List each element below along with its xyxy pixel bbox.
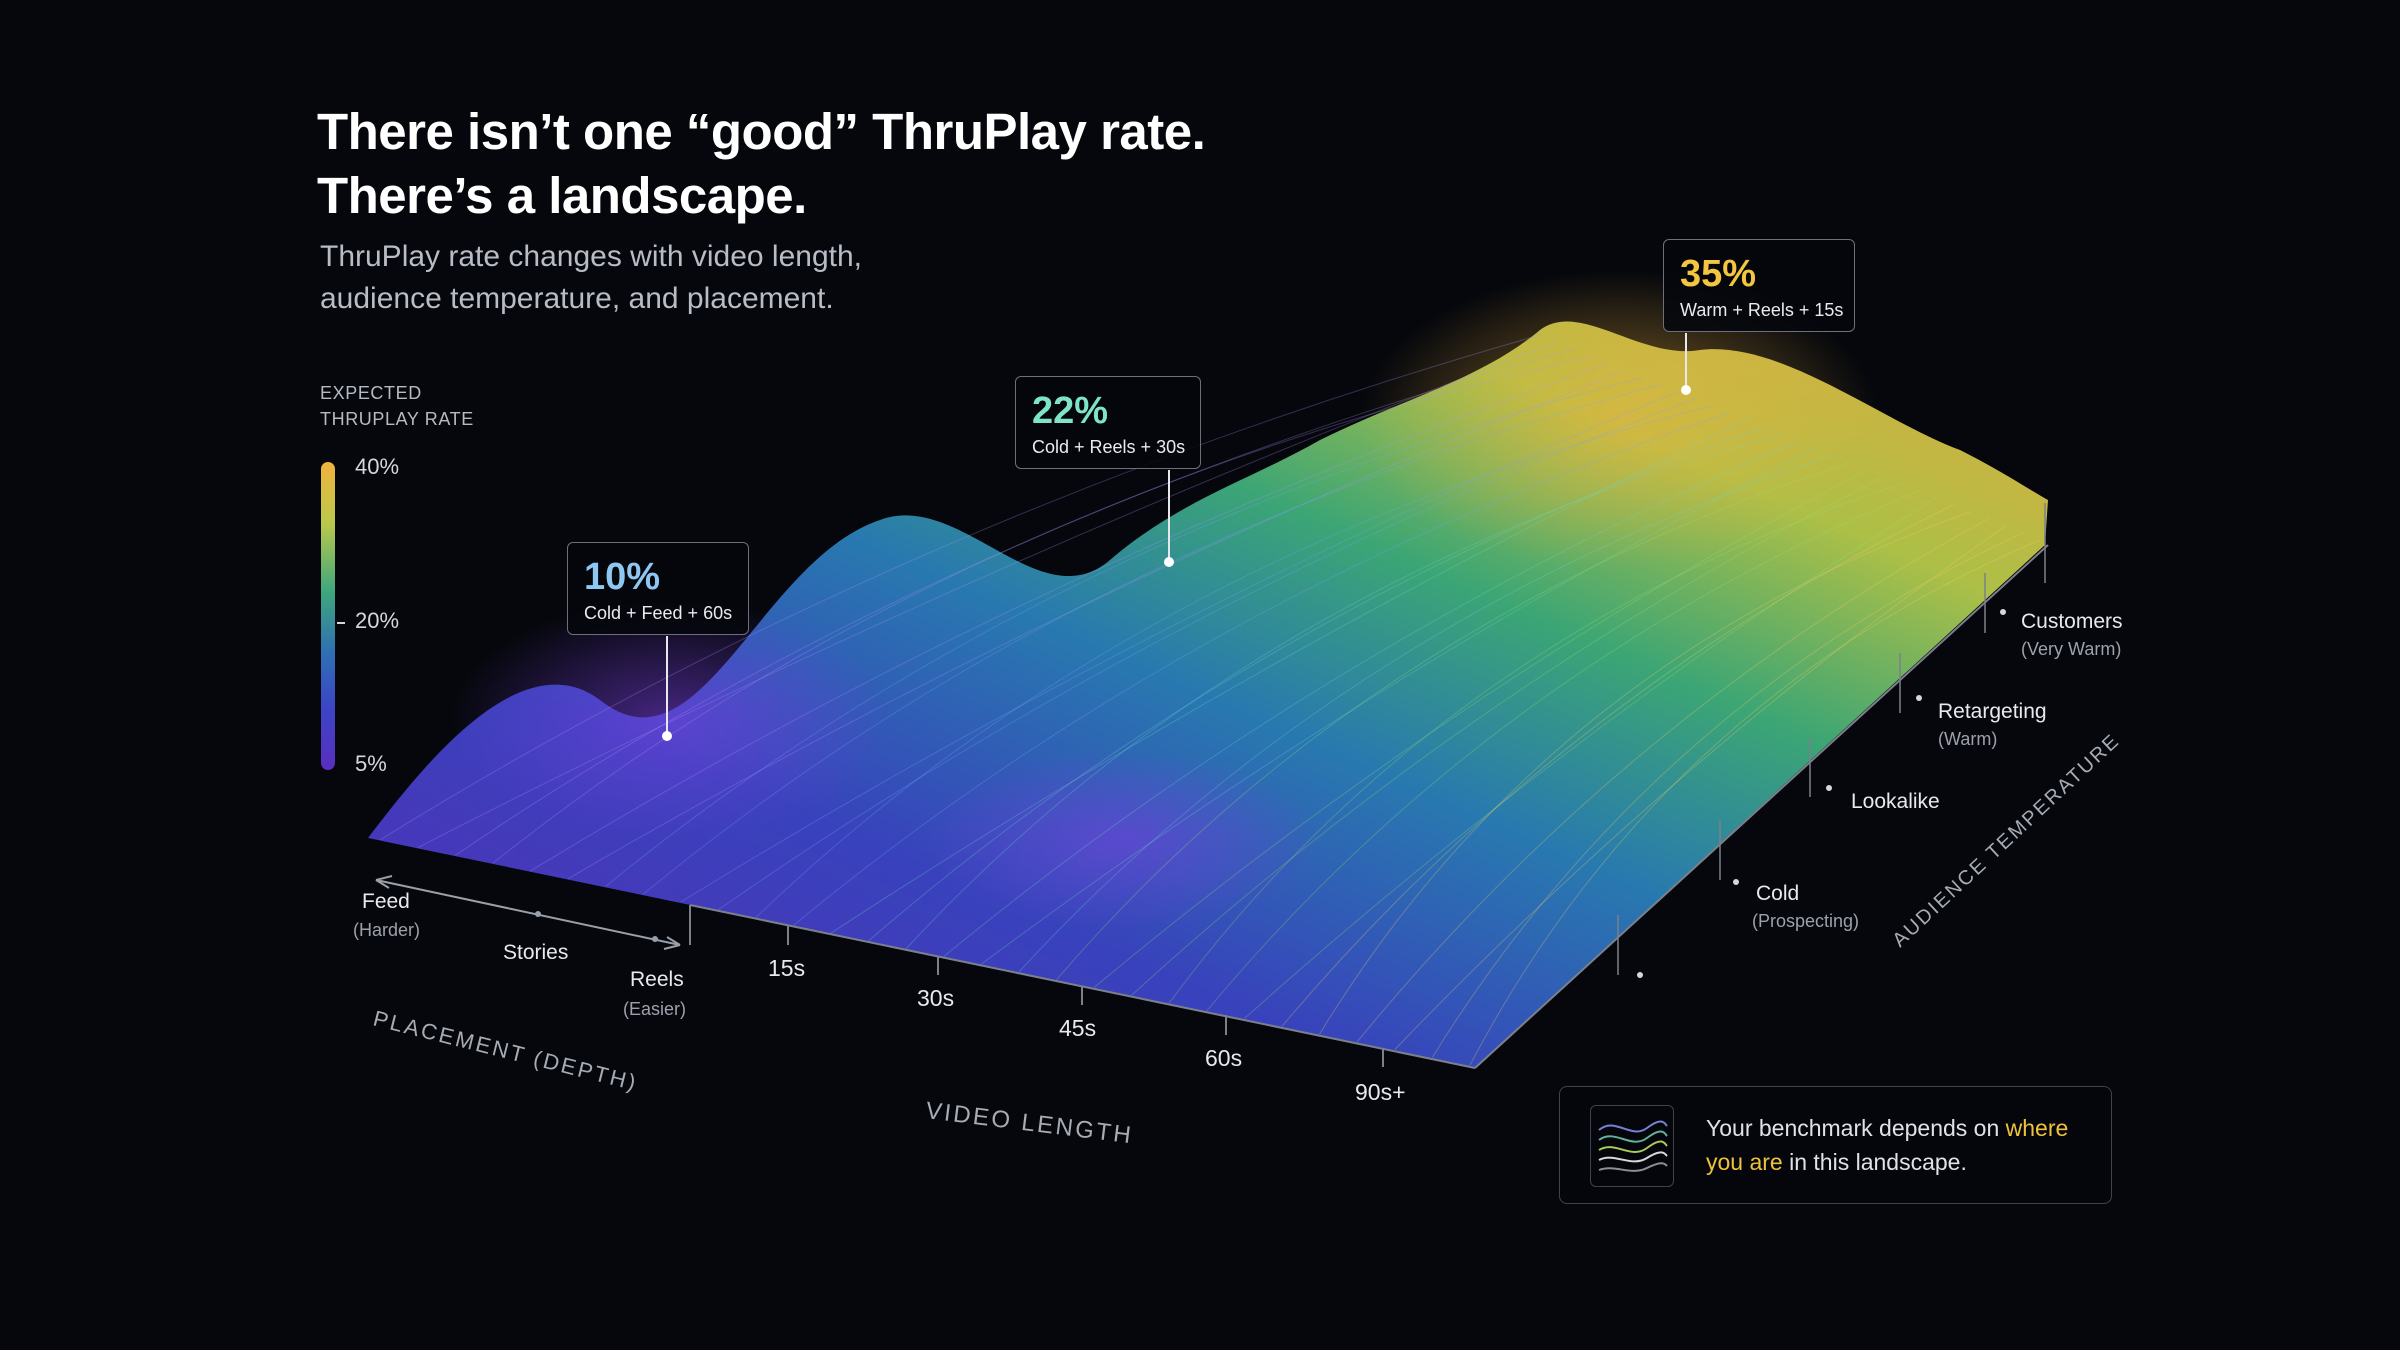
landscape-lines-icon xyxy=(1590,1105,1674,1187)
placement-arrow-left xyxy=(375,875,393,889)
surface-contour-line xyxy=(1168,482,1903,1004)
surface-contour-line xyxy=(905,433,1782,949)
surface-contour-line xyxy=(830,419,1748,934)
surface-contour-line xyxy=(379,334,1541,841)
legend-color-bar xyxy=(321,462,335,770)
surface-contours xyxy=(379,334,2041,1066)
tick-60s: 60s xyxy=(1205,1045,1242,1071)
surface-contour-line xyxy=(605,376,1644,887)
audience-title: AUDIENCE TEMPERATURE xyxy=(1888,729,2124,951)
audience-cold: Cold xyxy=(1756,882,1799,905)
surface-contour-line xyxy=(1018,454,1834,973)
legend-tick-20: 20% xyxy=(355,608,400,633)
surface-contour-line xyxy=(1244,497,1937,1019)
subtitle-line-2: audience temperature, and placement. xyxy=(320,282,834,315)
legend-title: EXPECTED THRUPLAY RATE xyxy=(320,380,474,432)
callout-22-marker xyxy=(1164,557,1174,567)
surface-contour-line xyxy=(417,341,1558,849)
surface-contour-line xyxy=(1319,511,1972,1035)
placement-stories: Stories xyxy=(503,941,568,964)
callout-22: 22% Cold + Reels + 30s xyxy=(1015,376,1201,469)
placement-feed: Feed xyxy=(362,890,410,913)
benchmark-note-text: Your benchmark depends on where you are … xyxy=(1706,1111,2096,1179)
surface-contour-line xyxy=(1281,504,1955,1027)
callout-10-value: 10% xyxy=(584,556,661,598)
surface-contour-line xyxy=(755,405,1713,918)
tick-90s: 90s+ xyxy=(1355,1079,1406,1105)
audience-ticks xyxy=(1617,503,2046,975)
title-line-2: There’s a landscape. xyxy=(317,167,807,224)
benchmark-note: Your benchmark depends on where you are … xyxy=(1559,1086,2112,1204)
callout-10-marker xyxy=(662,731,672,741)
legend-tick-mark xyxy=(337,622,345,624)
surface-contour-line xyxy=(1056,461,1851,980)
surface-contour-line xyxy=(868,426,1765,942)
surface-contour-line xyxy=(642,384,1661,895)
legend-title-line-2: THRUPLAY RATE xyxy=(320,409,474,429)
audience-customers: Customers xyxy=(2021,610,2123,633)
video-length-ticks xyxy=(689,905,1384,1067)
surface-contour-line xyxy=(454,348,1575,856)
surface-contour-line xyxy=(1431,532,2023,1058)
surface-contour-line xyxy=(1394,525,2006,1050)
surface-contour-line xyxy=(1131,475,1886,996)
tick-45s: 45s xyxy=(1059,1015,1096,1041)
callout-35-value: 35% xyxy=(1680,253,1757,295)
placement-feed-sub: (Harder) xyxy=(353,920,420,940)
video-length-title: VIDEO LENGTH xyxy=(924,1097,1134,1149)
callout-10-label: Cold + Feed + 60s xyxy=(584,603,733,623)
callout-22-label: Cold + Reels + 30s xyxy=(1032,437,1186,457)
legend-tick-40: 40% xyxy=(355,454,400,479)
surface-contour-line xyxy=(1469,539,2041,1066)
surface-contour-line xyxy=(1356,518,1989,1043)
audience-retargeting: Retargeting xyxy=(1938,700,2047,723)
tick-15s: 15s xyxy=(768,955,805,981)
audience-axis-line xyxy=(1474,544,2049,1069)
surface-contour-line xyxy=(793,412,1730,926)
placement-reels-sub: (Easier) xyxy=(623,999,686,1019)
callout-10: 10% Cold + Feed + 60s xyxy=(567,542,749,635)
surface-contour-line xyxy=(530,362,1610,872)
placement-title: PLACEMENT (DEPTH) xyxy=(371,1006,641,1096)
title-line-1: There isn’t one “good” ThruPlay rate. xyxy=(317,103,1206,160)
tick-30s: 30s xyxy=(917,985,954,1011)
page-title: There isn’t one “good” ThruPlay rate. Th… xyxy=(317,100,1206,228)
surface-contour-line xyxy=(680,391,1679,903)
placement-reels: Reels xyxy=(630,968,684,991)
callout-22-value: 22% xyxy=(1032,390,1109,432)
legend-title-line-1: EXPECTED xyxy=(320,383,422,403)
callout-35-label: Warm + Reels + 15s xyxy=(1680,300,1844,320)
placement-arrow-right xyxy=(663,936,681,950)
surface-contour-line xyxy=(1093,468,1868,988)
note-part-1: Your benchmark depends on xyxy=(1706,1115,2006,1141)
callout-35: 35% Warm + Reels + 15s xyxy=(1663,239,1855,332)
surface-contour-line xyxy=(981,447,1817,965)
surface-contour-line xyxy=(943,440,1799,957)
legend-tick-5: 5% xyxy=(355,751,387,776)
subtitle-line-1: ThruPlay rate changes with video length, xyxy=(320,240,862,273)
placement-axis-line xyxy=(375,879,681,946)
surface-contour-line xyxy=(1206,490,1920,1012)
page-subtitle: ThruPlay rate changes with video length,… xyxy=(320,236,862,320)
callout-35-marker xyxy=(1681,385,1691,395)
audience-retargeting-sub: (Warm) xyxy=(1938,729,1997,749)
surface-contour-line xyxy=(717,398,1696,911)
note-part-2: in this landscape. xyxy=(1782,1149,1967,1175)
surface-contour-line xyxy=(492,355,1592,864)
audience-customers-sub: (Very Warm) xyxy=(2021,639,2121,659)
audience-cold-sub: (Prospecting) xyxy=(1752,911,1859,931)
note-highlight: where you are xyxy=(1706,1115,2069,1175)
surface-contour-line xyxy=(567,369,1627,880)
audience-lookalike: Lookalike xyxy=(1851,790,1940,813)
